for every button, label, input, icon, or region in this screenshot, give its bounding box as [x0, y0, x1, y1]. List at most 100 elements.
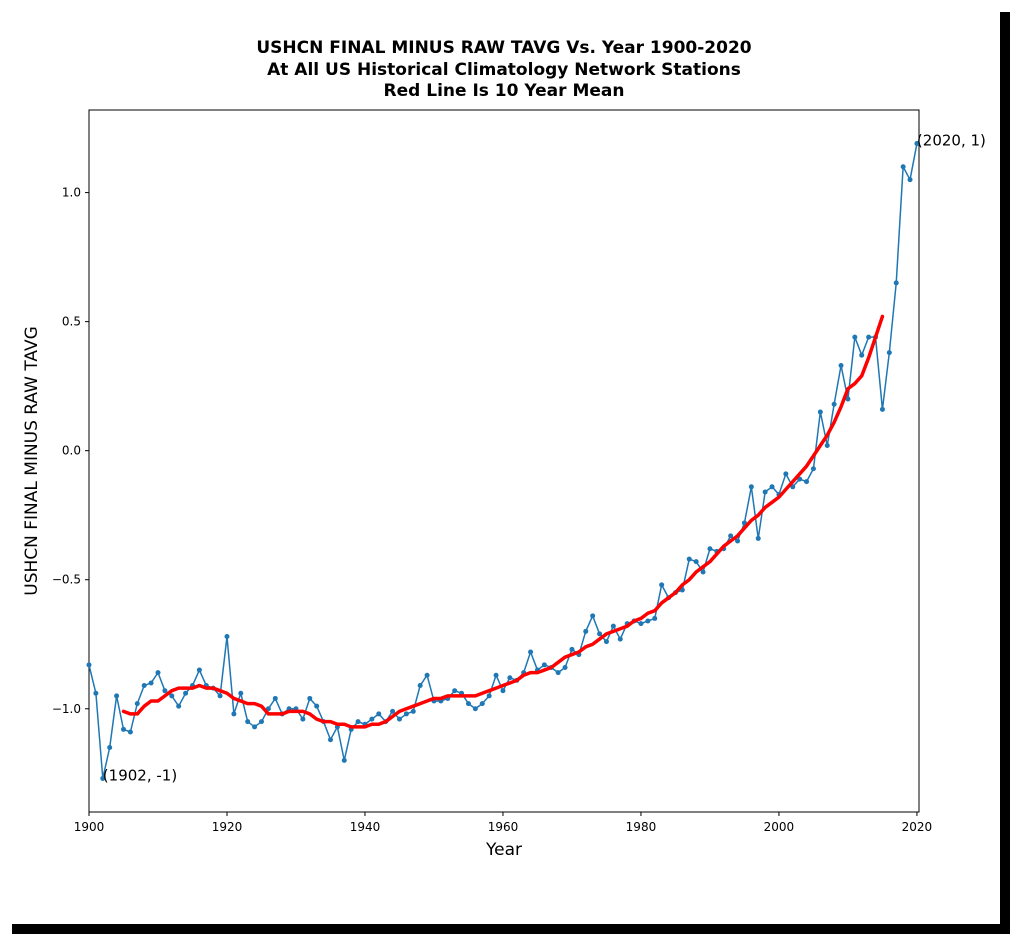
x-tick-label: 2000 — [764, 820, 795, 834]
y-tick-label: 1.0 — [62, 186, 81, 200]
data-point — [176, 703, 182, 709]
data-line — [88, 142, 918, 780]
y-tick-label: 0.5 — [62, 315, 81, 329]
data-point — [728, 533, 734, 539]
data-point — [769, 484, 775, 490]
data-point — [424, 672, 430, 678]
data-point — [866, 334, 872, 340]
annotation: (2020, 1) — [917, 132, 986, 150]
frame-shadow — [1000, 12, 1010, 934]
data-point — [541, 662, 547, 668]
data-point — [134, 701, 140, 707]
data-point — [465, 701, 471, 707]
data-point — [755, 535, 761, 541]
data-point — [169, 693, 175, 699]
data-point — [252, 724, 258, 730]
data-point — [555, 670, 561, 676]
data-point — [300, 716, 306, 722]
data-point — [645, 618, 651, 624]
data-point — [196, 667, 202, 673]
data-point — [748, 484, 754, 490]
data-point — [493, 672, 499, 678]
x-tick-label: 1980 — [626, 820, 657, 834]
data-point — [114, 693, 120, 699]
data-point — [824, 443, 830, 449]
data-point — [355, 719, 361, 725]
data-point — [693, 559, 699, 565]
data-point — [817, 409, 823, 415]
data-point — [396, 716, 402, 722]
data-point — [390, 708, 396, 714]
data-point — [893, 280, 899, 286]
y-tick-label: −0.5 — [52, 573, 81, 587]
data-point — [120, 726, 126, 732]
data-point — [914, 141, 920, 147]
data-point — [245, 719, 251, 725]
data-point — [528, 649, 534, 655]
chart-title: At All US Historical Climatology Network… — [267, 60, 741, 80]
data-point — [569, 646, 575, 652]
data-point — [127, 729, 133, 735]
plot-frame — [88, 109, 920, 813]
data-point — [341, 757, 347, 763]
data-point — [652, 615, 658, 621]
data-point — [148, 680, 154, 686]
data-point — [707, 546, 713, 552]
data-point — [162, 688, 168, 694]
data-point — [231, 711, 237, 717]
data-point — [686, 556, 692, 562]
data-point — [500, 688, 506, 694]
data-point — [479, 701, 485, 707]
data-point — [403, 711, 409, 717]
data-point — [762, 489, 768, 495]
x-tick-label: 2020 — [902, 820, 933, 834]
data-point — [307, 695, 313, 701]
data-point — [900, 164, 906, 170]
x-tick-label: 1960 — [488, 820, 519, 834]
data-point — [603, 639, 609, 645]
chart-title: USHCN FINAL MINUS RAW TAVG Vs. Year 1900… — [256, 38, 751, 58]
plot-area: 1900 1920 1940 1960 1980 2000 2020 −1.0 −0.5 0.0 0… — [52, 109, 933, 834]
data-point — [107, 744, 113, 750]
data-point — [838, 363, 844, 369]
x-tick-label: 1940 — [350, 820, 381, 834]
data-point — [583, 628, 589, 634]
data-point — [417, 683, 423, 689]
data-point — [810, 466, 816, 472]
data-point — [472, 706, 478, 712]
data-point — [831, 401, 837, 407]
data-point — [183, 690, 189, 696]
data-point — [859, 352, 865, 358]
data-point — [590, 613, 596, 619]
chart-title: Red Line Is 10 Year Mean — [384, 81, 625, 101]
data-point — [86, 662, 92, 668]
frame-shadow — [12, 924, 1010, 934]
data-point — [238, 690, 244, 696]
data-point — [314, 703, 320, 709]
data-point — [369, 716, 375, 722]
data-point — [845, 396, 851, 402]
data-point — [597, 631, 603, 637]
data-point — [507, 675, 513, 681]
data-point — [452, 688, 458, 694]
data-point — [224, 634, 230, 639]
x-axis-label: Year — [485, 840, 522, 860]
data-point — [486, 693, 492, 699]
data-point — [100, 775, 106, 781]
data-line — [121, 314, 885, 729]
data-point — [852, 334, 858, 340]
annotation: (1902, -1) — [103, 766, 177, 784]
data-point — [376, 711, 382, 717]
data-point — [804, 479, 810, 485]
data-point — [93, 690, 99, 696]
data-point — [155, 670, 161, 676]
data-point — [217, 693, 223, 699]
x-tick-label: 1920 — [212, 820, 243, 834]
x-tick-label: 1900 — [74, 820, 105, 834]
data-point — [617, 636, 623, 642]
y-tick-label: 0.0 — [62, 444, 81, 458]
data-point — [562, 664, 568, 670]
y-tick-label: −1.0 — [52, 702, 81, 716]
data-point — [410, 708, 416, 714]
